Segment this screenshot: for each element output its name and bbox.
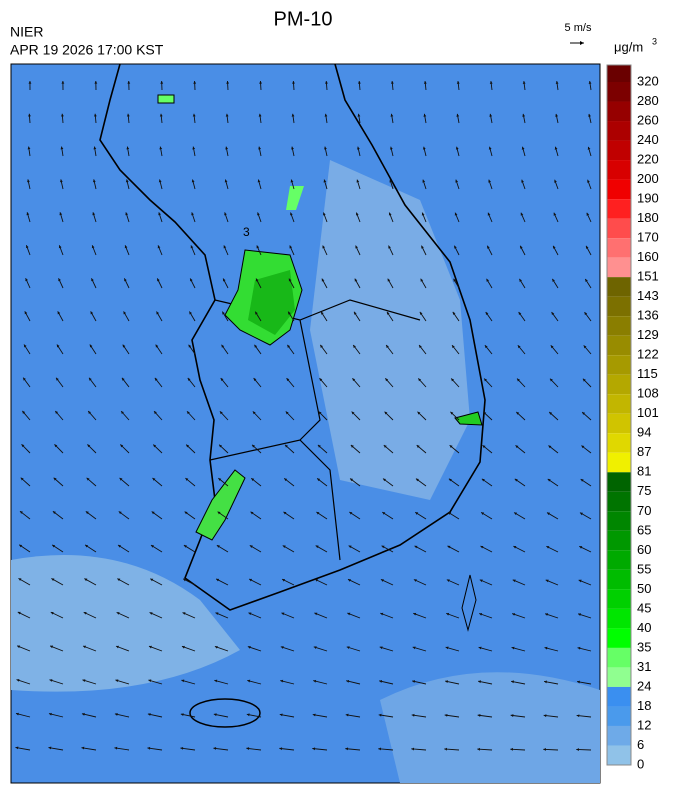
colorbar-segment xyxy=(607,238,631,258)
colorbar-segment xyxy=(607,687,631,707)
colorbar-label: 240 xyxy=(637,132,659,147)
colorbar-label: 65 xyxy=(637,522,651,537)
light-area xyxy=(380,672,600,783)
colorbar-label: 122 xyxy=(637,347,659,362)
colorbar-label: 45 xyxy=(637,600,651,615)
colorbar-label: 24 xyxy=(637,678,651,693)
colorbar-segment xyxy=(607,648,631,668)
colorbar-segment xyxy=(607,667,631,687)
colorbar-segment xyxy=(607,160,631,180)
colorbar-label: 94 xyxy=(637,425,651,440)
colorbar-segment xyxy=(607,589,631,609)
colorbar-label: 190 xyxy=(637,191,659,206)
colorbar-label: 40 xyxy=(637,620,651,635)
colorbar-segment xyxy=(607,277,631,297)
colorbar-label: 18 xyxy=(637,698,651,713)
colorbar-segment xyxy=(607,219,631,239)
colorbar-segment xyxy=(607,726,631,746)
colorbar-label: 143 xyxy=(637,288,659,303)
colorbar-label: 115 xyxy=(637,366,658,381)
colorbar-segment xyxy=(607,472,631,492)
colorbar-segment xyxy=(607,336,631,356)
colorbar-segment xyxy=(607,316,631,336)
map: 3 xyxy=(11,64,600,783)
colorbar-segment xyxy=(607,121,631,141)
colorbar-segment xyxy=(607,609,631,629)
colorbar-label: 75 xyxy=(637,483,651,498)
colorbar-label: 260 xyxy=(637,112,659,127)
colorbar-segment xyxy=(607,570,631,590)
colorbar-segment xyxy=(607,141,631,161)
colorbar-label: 180 xyxy=(637,210,659,225)
colorbar-segment xyxy=(607,375,631,395)
colorbar-label: 81 xyxy=(637,464,651,479)
colorbar-label: 31 xyxy=(637,659,651,674)
colorbar-segment xyxy=(607,199,631,219)
colorbar-label: 60 xyxy=(637,542,651,557)
colorbar-label: 170 xyxy=(637,230,659,245)
timestamp: APR 19 2026 17:00 KST xyxy=(10,42,164,58)
colorbar-label: 200 xyxy=(637,171,659,186)
colorbar-segment xyxy=(607,511,631,531)
colorbar-segment xyxy=(607,355,631,375)
pm-patch xyxy=(158,95,174,103)
colorbar-label: 101 xyxy=(637,405,659,420)
colorbar-label: 160 xyxy=(637,249,659,264)
colorbar-segment xyxy=(607,706,631,726)
colorbar-segment xyxy=(607,531,631,551)
colorbar-label: 6 xyxy=(637,737,644,752)
colorbar-segment xyxy=(607,297,631,317)
contour-label: 3 xyxy=(243,225,250,239)
colorbar-segment xyxy=(607,745,631,765)
colorbar-label: 320 xyxy=(637,73,659,88)
colorbar-label: 151 xyxy=(637,269,659,284)
colorbar-label: 108 xyxy=(637,386,659,401)
unit: μg/m xyxy=(614,39,643,54)
colorbar-label: 87 xyxy=(637,444,651,459)
colorbar-segment xyxy=(607,102,631,122)
colorbar-label: 12 xyxy=(637,717,651,732)
colorbar-label: 136 xyxy=(637,308,659,323)
colorbar-label: 129 xyxy=(637,327,659,342)
colorbar-segment xyxy=(607,82,631,102)
colorbar-segment xyxy=(607,414,631,434)
colorbar-label: 220 xyxy=(637,151,659,166)
colorbar-label: 0 xyxy=(637,756,644,771)
wind-scale: 5 m/s xyxy=(565,22,592,34)
colorbar-segment xyxy=(607,180,631,200)
unit-power: 3 xyxy=(652,36,657,46)
colorbar-label: 280 xyxy=(637,93,659,108)
colorbar-label: 50 xyxy=(637,581,651,596)
title: PM-10 xyxy=(274,8,333,30)
colorbar-segment xyxy=(607,258,631,278)
wind-scale-arrowhead xyxy=(580,41,584,45)
colorbar-label: 55 xyxy=(637,561,651,576)
colorbar-segment xyxy=(607,394,631,414)
colorbar-segment xyxy=(607,65,631,82)
colorbar-segment xyxy=(607,433,631,453)
colorbar-segment xyxy=(607,492,631,512)
agency: NIER xyxy=(10,24,43,40)
colorbar-segment xyxy=(607,628,631,648)
colorbar-label: 70 xyxy=(637,503,651,518)
colorbar: 3202802602402202001901801701601511431361… xyxy=(607,65,659,771)
colorbar-segment xyxy=(607,550,631,570)
colorbar-segment xyxy=(607,453,631,473)
colorbar-label: 35 xyxy=(637,639,651,654)
